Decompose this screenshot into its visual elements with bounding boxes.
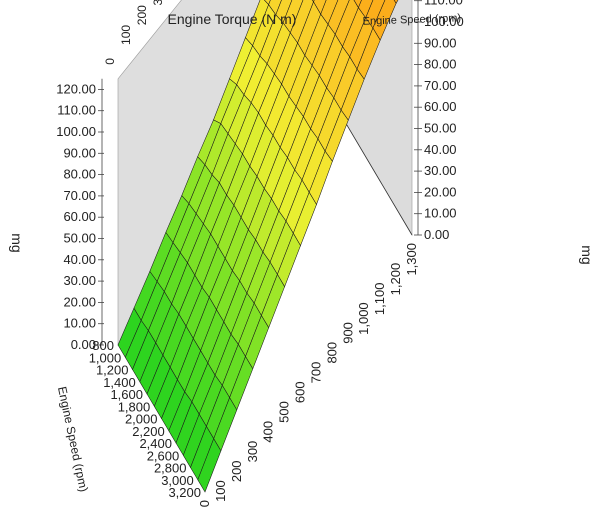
- x-axis-title: Engine Torque (N m): [168, 11, 297, 27]
- z-axis-title-right: mg: [579, 245, 595, 264]
- speed-tick-label-left: 3,200: [168, 485, 201, 500]
- torque-tick-label-bottom: 0: [197, 500, 212, 507]
- z-tick-label-left: 60.00: [63, 209, 96, 224]
- surface-cell: [393, 0, 399, 4]
- z-tick-label-left: 20.00: [63, 294, 96, 309]
- torque-tick-label-bottom: 600: [293, 381, 308, 403]
- z-tick-label-left: 80.00: [63, 167, 96, 182]
- torque-tick-label-bottom: 1,000: [356, 302, 371, 335]
- surface-mesh: [117, 0, 399, 493]
- torque-tick-label-top: 0: [103, 58, 117, 65]
- speed-tick-label-left: 2,800: [154, 461, 187, 476]
- z-tick-label-right: 10.00: [424, 206, 457, 221]
- torque-tick-label-bottom: 1,300: [404, 243, 419, 276]
- z-tick-label-right: 90.00: [424, 35, 457, 50]
- torque-tick-label-bottom: 300: [245, 441, 260, 463]
- torque-tick-label-top: 200: [135, 5, 149, 25]
- z-tick-label-right: 60.00: [424, 99, 457, 114]
- z-tick-label-left: 0.00: [71, 337, 96, 352]
- speed-tick-label-left: 1,400: [103, 375, 136, 390]
- speed-tick-label-left: 1,800: [118, 399, 151, 414]
- z-tick-label-left: 30.00: [63, 273, 96, 288]
- torque-tick-label-top: 300: [151, 0, 165, 5]
- z-tick-label-left: 10.00: [63, 316, 96, 331]
- speed-tick-label-left: 2,400: [139, 436, 172, 451]
- speed-tick-label-left: 2,200: [132, 424, 165, 439]
- z-tick-label-left: 100.00: [56, 124, 96, 139]
- z-tick-label-left: 90.00: [63, 145, 96, 160]
- z-tick-label-right: 0.00: [424, 227, 449, 242]
- z-tick-label-right: 70.00: [424, 78, 457, 93]
- z-tick-label-right: 110.00: [424, 0, 463, 8]
- z-tick-label-right: 40.00: [424, 142, 457, 157]
- torque-tick-label-bottom: 200: [229, 460, 244, 482]
- speed-tick-label-left: 1,000: [89, 350, 122, 365]
- torque-tick-label-top: 100: [119, 25, 133, 45]
- z-tick-label-left: 50.00: [63, 231, 96, 246]
- torque-tick-label-bottom: 400: [261, 421, 276, 443]
- z-tick-label-right: 20.00: [424, 184, 457, 199]
- speed-tick-label-left: 800: [92, 338, 114, 353]
- torque-tick-label-bottom: 500: [277, 401, 292, 423]
- speed-tick-label-left: 1,600: [110, 387, 143, 402]
- speed-tick-label-left: 1,200: [96, 363, 129, 378]
- torque-tick-label-bottom: 1,100: [372, 283, 387, 316]
- z-tick-label-right: 50.00: [424, 121, 457, 136]
- z-tick-label-left: 110.00: [57, 103, 96, 118]
- torque-tick-label-bottom: 1,200: [388, 263, 403, 296]
- y-axis-title-top: Engine Speed (rpm): [362, 12, 461, 27]
- y-axis-title-left: Engine Speed (rpm): [55, 385, 91, 493]
- surface-cell: [197, 438, 222, 493]
- speed-tick-label-left: 2,600: [147, 448, 180, 463]
- z-tick-label-left: 120.00: [56, 81, 96, 96]
- torque-tick-label-bottom: 900: [340, 322, 355, 344]
- z-tick-label-right: 30.00: [424, 163, 457, 178]
- torque-tick-label-bottom: 100: [213, 480, 228, 502]
- speed-tick-label-left: 3,000: [161, 473, 194, 488]
- z-tick-label-left: 40.00: [63, 252, 96, 267]
- speed-tick-label-left: 2,000: [125, 412, 158, 427]
- z-tick-label-right: 80.00: [424, 57, 457, 72]
- z-tick-label-left: 70.00: [63, 188, 96, 203]
- z-axis-title-left: mg: [9, 233, 25, 252]
- torque-tick-label-bottom: 800: [324, 342, 339, 364]
- tick-labels: 0.00 10.00 20.00 30.00 40.00 50.00 60.00 70.00 8…: [56, 0, 464, 507]
- z-tick-label-right: 100.00: [424, 14, 464, 29]
- torque-tick-label-bottom: 700: [308, 362, 323, 384]
